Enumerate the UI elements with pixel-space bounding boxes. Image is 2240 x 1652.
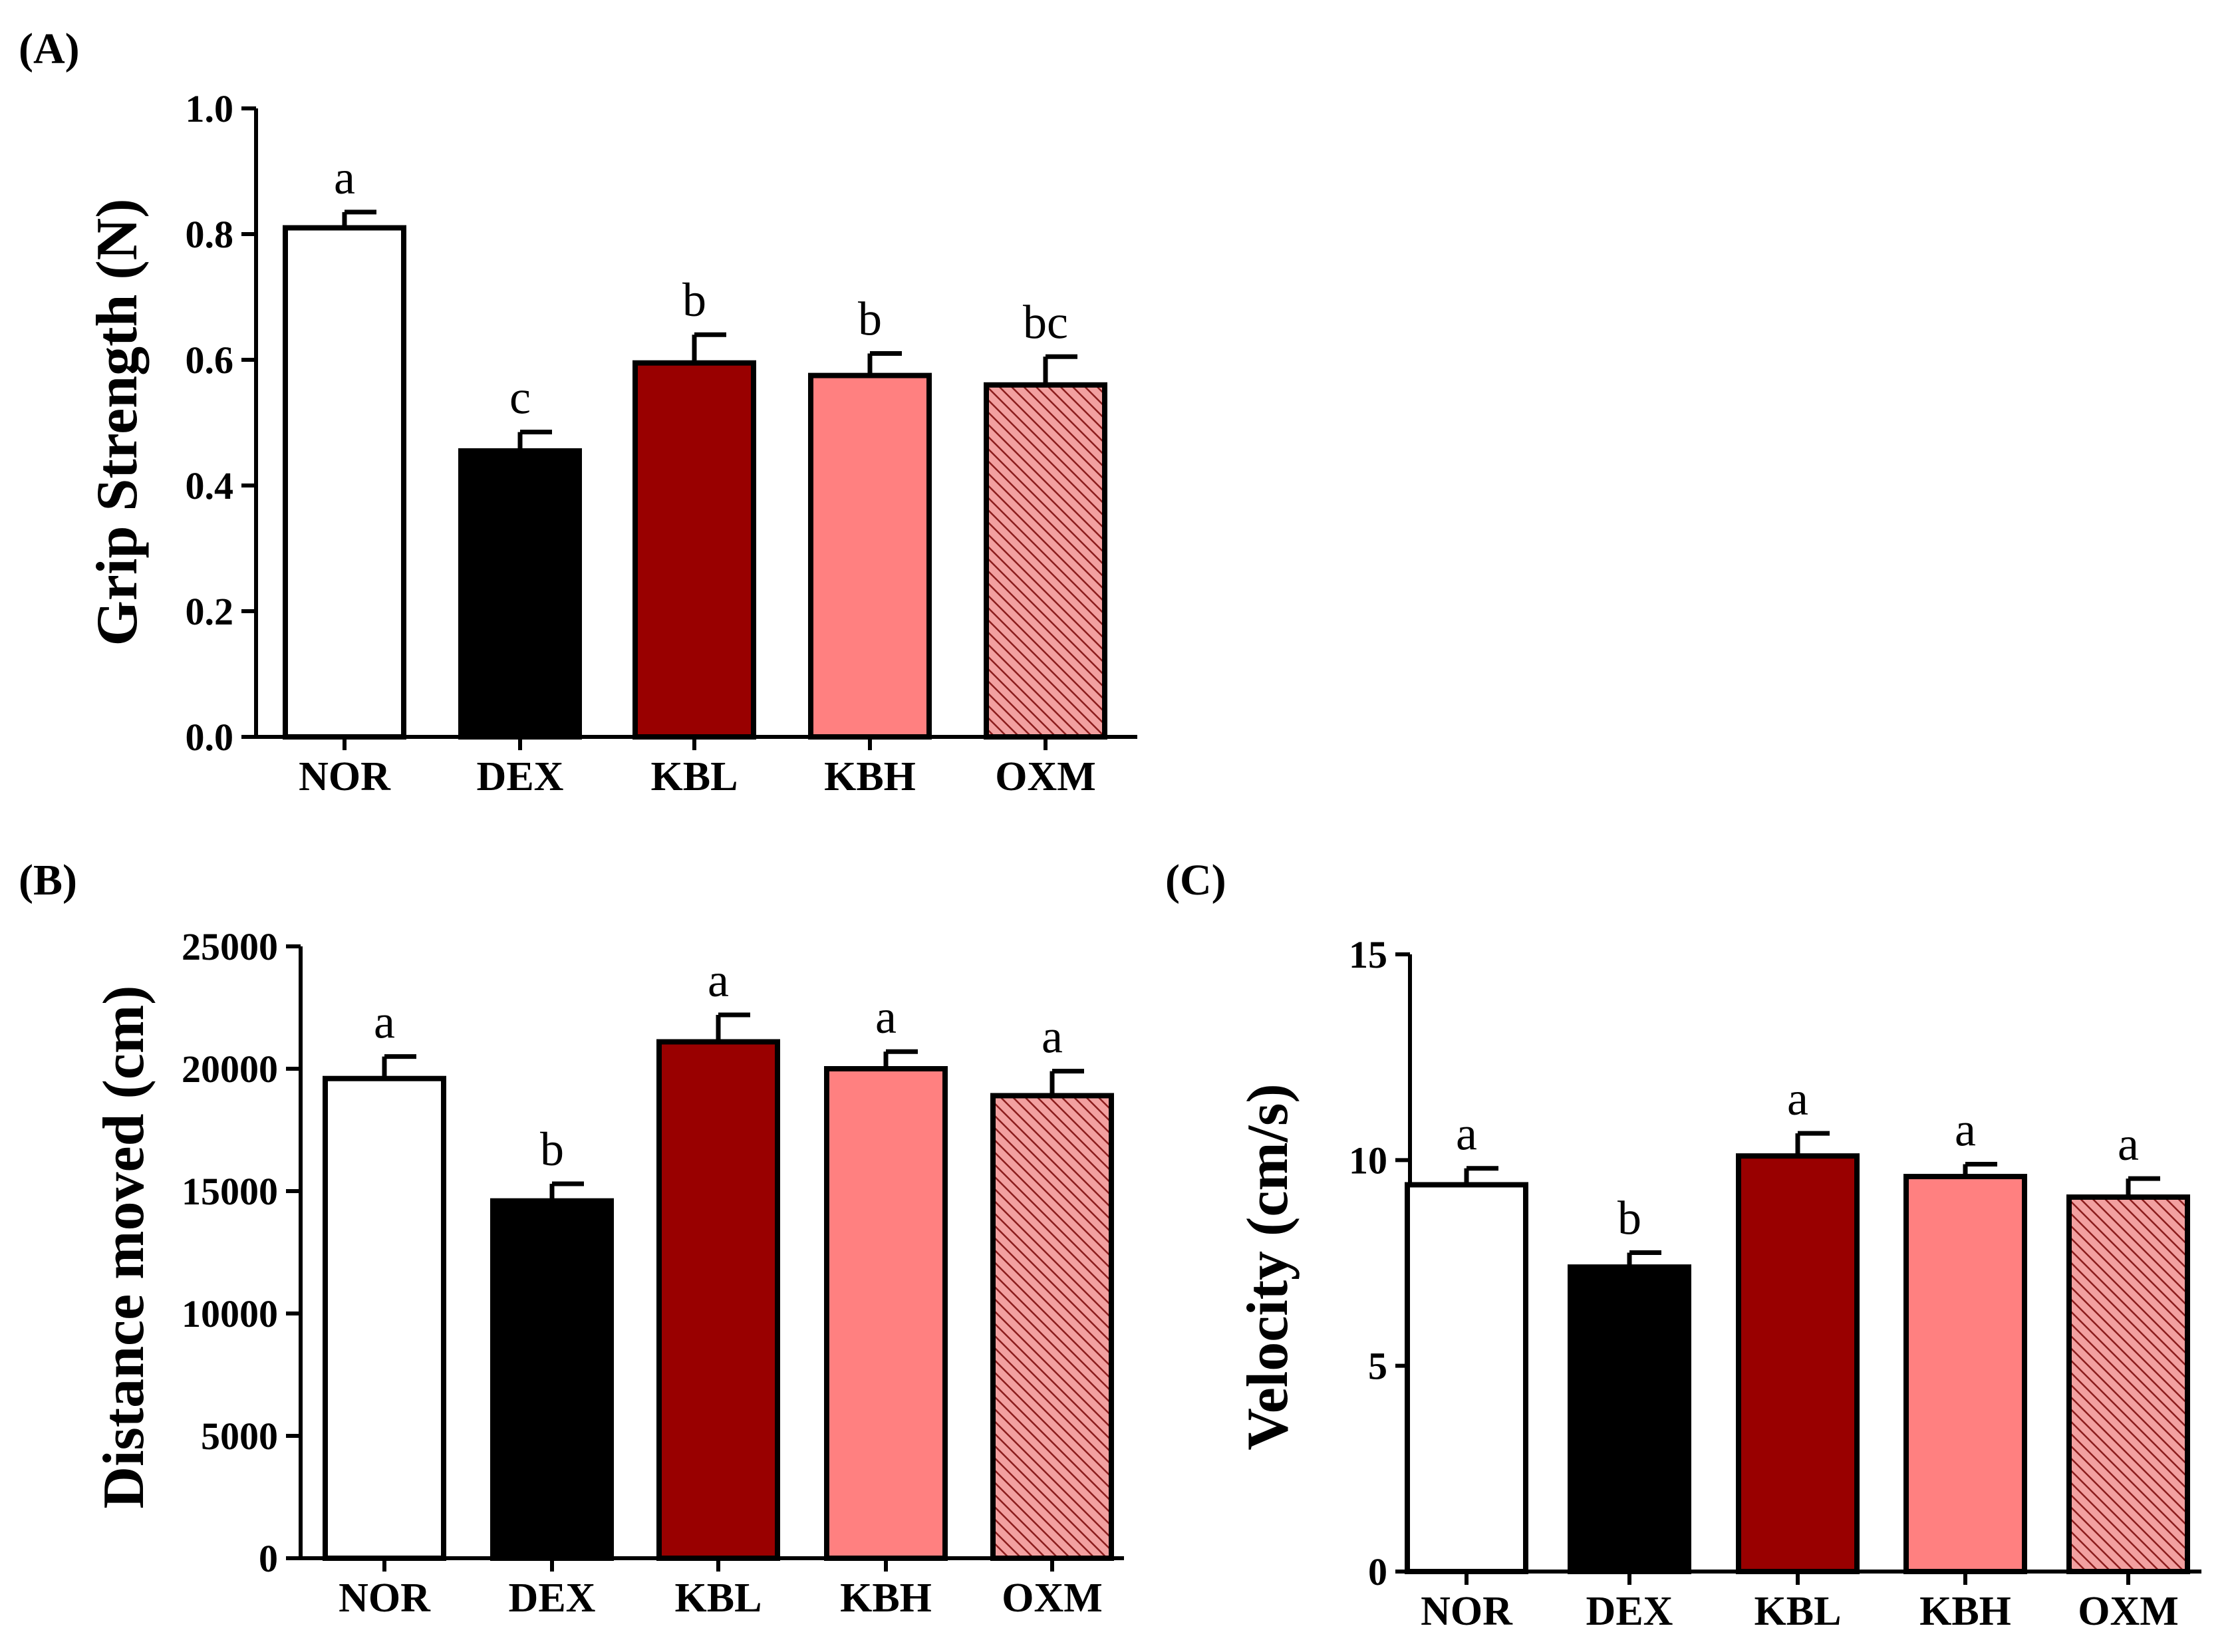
panel-label-a: (A) (19, 25, 80, 73)
x-tick-label-oxm: OXM (995, 754, 1096, 799)
significance-label-dex: b (1617, 1192, 1641, 1245)
significance-label-kbl: b (682, 273, 706, 327)
bar-kbh (1903, 1174, 2027, 1574)
y-tick-label-a: 0.4 (186, 464, 234, 507)
significance-label-oxm: bc (1023, 295, 1068, 348)
significance-label-kbh: a (875, 990, 897, 1043)
panel-label-c: (C) (1165, 856, 1226, 904)
significance-label-oxm: a (2118, 1117, 2139, 1170)
significance-label-nor: a (374, 996, 395, 1049)
panel-c-velocity: (C) Velocity (cm/s) 0 5 10 15 NOR a DEX b KBL a KB… (1165, 856, 2201, 1634)
x-tick-label-kbl: KBL (651, 754, 738, 799)
y-axis-label-a: Grip Strength (N) (85, 198, 150, 646)
bar-oxm (984, 382, 1107, 740)
x-tick-label-dex: DEX (509, 1576, 596, 1621)
bar-oxm (990, 1093, 1114, 1561)
bar-kbl (632, 360, 756, 740)
chart-marks-c: 0 5 10 15 NOR a DEX b KBL a KBH a OXM a (1349, 933, 2201, 1634)
significance-label-oxm: a (1042, 1010, 1063, 1063)
x-tick-label-kbh: KBH (840, 1576, 932, 1621)
x-tick-label-oxm: OXM (2078, 1589, 2179, 1634)
chart-marks-a: 0.0 0.2 0.4 0.6 0.8 1.0 NOR a DEX c KBL b KBH b OXM bc (186, 87, 1137, 799)
y-tick-label-b: 0 (259, 1537, 278, 1580)
bar-kbh (808, 372, 932, 740)
significance-label-kbh: b (858, 293, 882, 346)
y-axis-label-b: Distance moved (cm) (92, 986, 156, 1509)
y-tick-label-c: 10 (1349, 1139, 1387, 1182)
significance-label-kbl: a (708, 954, 729, 1007)
bar-nor (1405, 1182, 1528, 1575)
chart-marks-b: 0 5000 10000 15000 20000 25000 NOR a DEX b KBL a KBH… (182, 925, 1124, 1621)
y-tick-label-c: 0 (1368, 1550, 1387, 1593)
bar-kbl (1736, 1153, 1860, 1574)
x-tick-label-kbh: KBH (1919, 1589, 2011, 1634)
x-tick-label-dex: DEX (477, 754, 564, 799)
significance-label-dex: b (540, 1123, 564, 1176)
significance-label-kbh: a (1955, 1103, 1976, 1157)
bar-nor (323, 1075, 446, 1561)
bar-dex (490, 1198, 614, 1561)
significance-label-kbl: a (1787, 1072, 1808, 1125)
y-tick-label-c: 5 (1368, 1345, 1387, 1388)
panel-label-b: (B) (19, 856, 77, 904)
y-tick-label-a: 0.8 (186, 213, 234, 256)
y-tick-label-c: 15 (1349, 933, 1387, 976)
y-tick-label-b: 25000 (182, 925, 278, 968)
significance-label-dex: c (509, 371, 531, 424)
panel-b-distance-moved: (B) Distance moved (cm) 0 5000 10000 15000 2… (19, 856, 1124, 1621)
x-tick-label-dex: DEX (1586, 1589, 1673, 1634)
x-tick-label-kbl: KBL (675, 1576, 762, 1621)
x-tick-label-kbh: KBH (824, 754, 916, 799)
bar-dex (458, 448, 582, 740)
y-tick-label-a: 0.6 (186, 339, 234, 382)
significance-label-nor: a (1456, 1107, 1477, 1161)
y-tick-label-b: 20000 (182, 1047, 278, 1091)
y-tick-label-a: 1.0 (186, 87, 234, 130)
significance-label-nor: a (334, 151, 355, 204)
y-tick-label-a: 0.2 (186, 590, 234, 633)
bar-oxm (2066, 1194, 2190, 1574)
y-tick-label-b: 15000 (182, 1170, 278, 1213)
y-tick-label-b: 5000 (201, 1415, 278, 1458)
x-tick-label-nor: NOR (299, 754, 391, 799)
bar-nor (283, 225, 406, 740)
y-axis-label-c: Velocity (cm/s) (1236, 1083, 1300, 1450)
bar-dex (1568, 1264, 1691, 1574)
x-tick-label-oxm: OXM (1002, 1576, 1103, 1621)
x-tick-label-nor: NOR (1421, 1589, 1513, 1634)
y-tick-label-b: 10000 (182, 1292, 278, 1335)
x-tick-label-kbl: KBL (1754, 1589, 1842, 1634)
x-tick-label-nor: NOR (339, 1576, 431, 1621)
panel-a-grip-strength: (A) Grip Strength (N) 0.0 0.2 0.4 0.6 0.8 1.0… (19, 25, 1137, 799)
y-tick-label-a: 0.0 (186, 716, 234, 759)
bar-kbh (824, 1066, 948, 1561)
bar-kbl (656, 1039, 780, 1561)
